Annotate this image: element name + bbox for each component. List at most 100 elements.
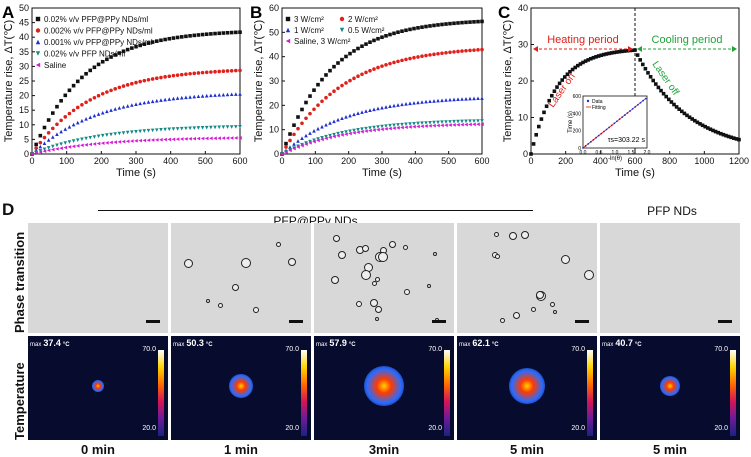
chart-a-point-s2: [142, 100, 147, 105]
chart-a-point-s1: [146, 77, 151, 82]
max-temp-readout: max 37.4 °C: [30, 338, 70, 348]
chart-a-point-s1: [109, 88, 113, 93]
chart-a-point-s0: [63, 93, 68, 98]
inset-ytick-label: 200: [573, 129, 582, 135]
chart-a-point-s1: [84, 100, 88, 105]
chart-b-point-s2: [300, 136, 304, 140]
inset-data-point: [634, 105, 637, 108]
temp-unit: °C: [491, 342, 499, 348]
chart-c-point: [550, 93, 554, 98]
chart-c-xtick-label: 1200: [729, 156, 749, 166]
chart-c-point: [594, 55, 598, 59]
max-prefix: max: [30, 342, 42, 348]
chart-a-point-s4: [71, 144, 76, 149]
chart-b-point-s0: [456, 21, 460, 25]
chart-c-laser-off-label: Laser off: [650, 59, 681, 97]
inset-data-point: [631, 107, 634, 110]
chart-a-point-s3: [125, 130, 130, 135]
time-label: 5 min: [653, 442, 687, 457]
bubble: [276, 241, 282, 247]
chart-c-point: [602, 52, 606, 57]
chart-a-point-s4: [42, 149, 47, 154]
chart-b-point-s4: [432, 123, 436, 128]
chart-a-point-s0: [175, 35, 180, 40]
panel-label-b: B: [250, 3, 262, 22]
chart-a-point-s0: [184, 34, 188, 39]
chart-a-point-s2: [204, 93, 209, 98]
chart-b-point-s1: [404, 57, 408, 62]
chart-c-point: [604, 52, 609, 56]
chart-b-point-s3: [448, 120, 452, 124]
chart-c-point: [622, 49, 627, 53]
chart-b-point-s0: [372, 38, 376, 43]
chart-c-point: [651, 78, 655, 83]
chart-b-point-s3: [476, 119, 480, 123]
chart-a-point-s4: [175, 137, 180, 141]
thermal-image-4: max 40.7 °C 70.0 20.0: [600, 336, 740, 440]
temp-unit: °C: [205, 342, 213, 348]
chart-c-point: [576, 63, 580, 68]
chart-b-point-s4: [396, 126, 400, 130]
chart-a-point-s1: [159, 75, 163, 80]
chart-b-point-s2: [472, 96, 476, 101]
chart-b-point-s1: [452, 50, 456, 54]
chart-a-point-s3: [51, 144, 55, 149]
chart-a-point-s1: [150, 77, 155, 81]
hotspot: [364, 366, 404, 406]
chart-c-point: [581, 60, 585, 65]
chart-a-point-s2: [217, 93, 221, 97]
inset-data-point: [626, 112, 629, 114]
chart-a-point-s0: [146, 41, 151, 45]
color-scale-bar: [158, 350, 164, 436]
chart-b-point-s2: [476, 96, 480, 101]
chart-b-legend-marker: [285, 38, 291, 44]
chart-b-point-s3: [324, 134, 328, 139]
bubble: [389, 241, 397, 249]
chart-b-point-s3: [356, 128, 360, 132]
chart-b-xlabel: Time (s): [362, 167, 402, 179]
chart-a-point-s1: [175, 73, 180, 77]
chart-b-point-s2: [448, 97, 452, 102]
chart-c-point: [711, 128, 715, 133]
chart-b-point-s2: [332, 119, 336, 124]
chart-c-point: [661, 91, 666, 96]
chart-a-ytick-label: 30: [19, 61, 29, 71]
chart-c-xtick-label: 0: [528, 156, 533, 166]
thermal-image-0: max 37.4 °C 70.0 20.0: [28, 336, 168, 440]
chart-a-point-s0: [225, 30, 230, 35]
chart-b-point-s1: [320, 99, 324, 104]
chart-c-point: [734, 137, 739, 141]
chart-a-point-s3: [150, 128, 155, 133]
chart-a-point-s2: [184, 95, 188, 100]
chart-a-point-s3: [75, 138, 80, 142]
chart-a-point-s4: [30, 152, 34, 156]
chart-a-point-s3: [134, 129, 138, 134]
chart-b-point-s3: [408, 122, 412, 126]
chart-b-point-s0: [396, 30, 400, 35]
chart-a-point-s4: [171, 137, 176, 142]
chart-b-point-s1: [328, 92, 332, 97]
chart-c-point: [682, 111, 687, 116]
chart-b-point-s1: [456, 49, 460, 54]
chart-a-point-s0: [234, 30, 238, 35]
chart-a-ytick-label: 25: [19, 76, 29, 86]
chart-a-point-s0: [59, 98, 63, 103]
panel-d: D PFP@PPy NDs PFP NDs Phase transition T…: [0, 200, 751, 457]
chart-a-point-s4: [238, 136, 242, 140]
chart-b-point-s0: [420, 25, 424, 29]
chart-b-xtick-label: 600: [474, 156, 489, 166]
chart-b-point-s4: [340, 133, 344, 137]
chart-c-point: [643, 66, 648, 71]
chart-a-point-s3: [171, 127, 176, 131]
inset-data-point: [618, 118, 621, 121]
chart-b-point-s2: [404, 102, 408, 106]
chart-a-ytick-label: 45: [19, 18, 29, 28]
chart-c-point: [646, 71, 650, 75]
scale-max-label: 70.0: [714, 346, 728, 353]
chart-b-point-s4: [328, 135, 332, 140]
max-temp-readout: max 62.1 °C: [459, 338, 499, 348]
chart-b-point-s4: [468, 122, 472, 127]
chart-a-point-s3: [105, 133, 109, 137]
chart-c-heating-arrowhead-right: [628, 46, 633, 52]
chart-a-point-s3: [59, 142, 63, 146]
